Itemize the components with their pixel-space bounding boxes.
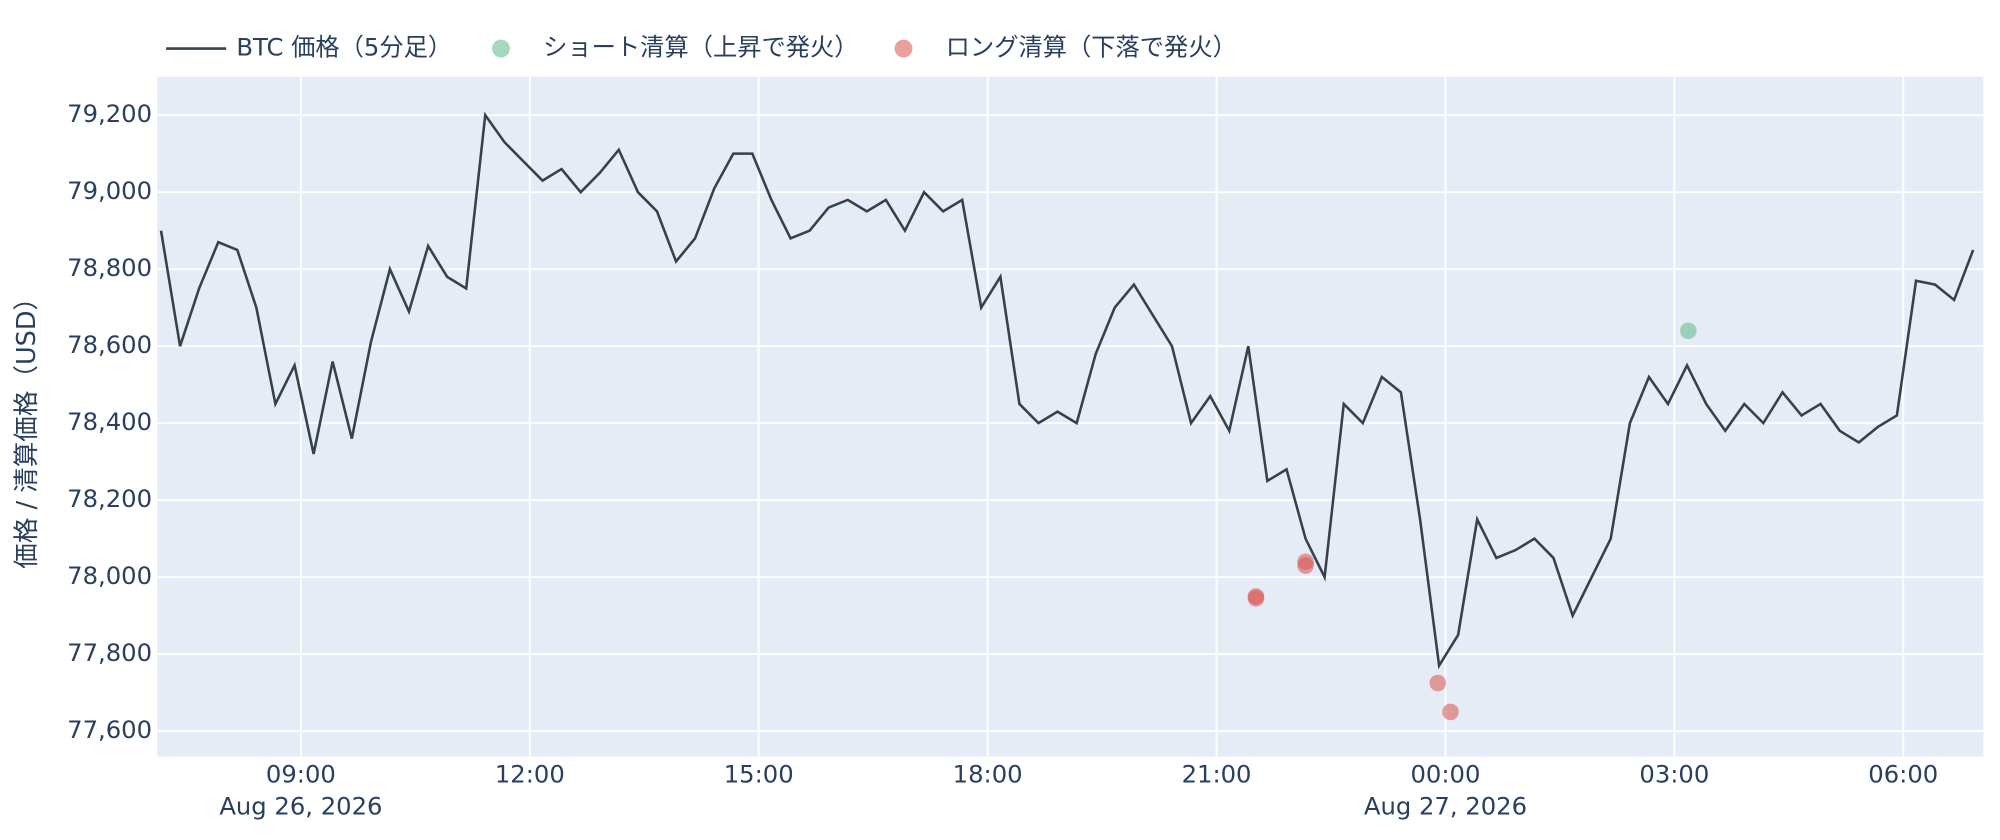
y-tick-label: 79,200 [67, 99, 152, 128]
x-tick-date-label: Aug 27, 2026 [1364, 792, 1527, 821]
liquidation-point [1247, 590, 1265, 607]
y-tick-label: 77,800 [67, 638, 152, 667]
y-tick-label: 78,200 [67, 484, 152, 513]
liquidation-point [1297, 557, 1314, 574]
y-tick-label: 78,000 [67, 561, 152, 590]
legend-label: ショート清算（上昇で発火） [543, 33, 858, 62]
x-tick-label: 06:00 [1868, 760, 1938, 789]
legend-swatch [492, 39, 510, 58]
plot-background [157, 76, 1984, 757]
liquidation-point [1429, 674, 1447, 692]
liquidation-point [1442, 703, 1459, 721]
y-tick-label: 79,000 [67, 176, 152, 205]
x-tick-label: 03:00 [1639, 760, 1709, 789]
y-tick-label: 77,600 [67, 715, 152, 744]
y-axis-title: 価格 / 清算価格（USD） [12, 285, 42, 569]
x-tick-label: 00:00 [1410, 760, 1480, 789]
x-tick-label: 21:00 [1182, 760, 1252, 789]
legend-label: BTC 価格（5分足） [236, 33, 452, 62]
liquidation-point [1680, 322, 1697, 340]
x-tick-label: 09:00 [266, 760, 336, 789]
x-tick-date-label: Aug 26, 2026 [219, 792, 382, 821]
y-tick-label: 78,400 [67, 407, 152, 436]
legend-label: ロング清算（下落で発火） [946, 33, 1237, 62]
x-tick-label: 15:00 [724, 760, 794, 789]
legend-swatch [894, 39, 913, 58]
x-tick-label: 12:00 [495, 760, 565, 789]
price-line [159, 111, 1975, 670]
y-tick-label: 78,600 [67, 330, 152, 359]
y-tick-label: 78,800 [67, 253, 152, 282]
x-tick-label: 18:00 [953, 760, 1023, 789]
